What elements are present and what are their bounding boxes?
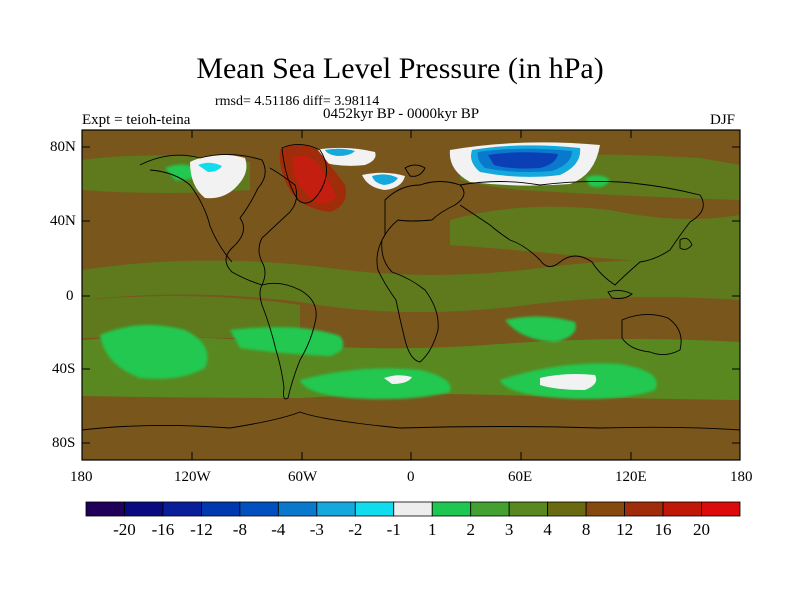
colorbar-tick-label: 12 — [616, 520, 634, 539]
colorbar-box — [662, 501, 702, 517]
season-label: DJF — [710, 112, 736, 128]
colorbar-tick-label: -8 — [232, 520, 247, 539]
colorbar-box — [85, 501, 125, 517]
colorbar-box — [277, 501, 318, 517]
colorbar-tick-label: 2 — [466, 520, 475, 539]
lat-ticks — [82, 146, 740, 444]
time-period: 0452kyr BP - 0000kyr BP — [323, 106, 480, 122]
lat-label-40s: 40S — [52, 361, 76, 377]
colorbar-box — [316, 501, 356, 517]
colorbar-box — [124, 501, 164, 517]
lon-label-180e: 180 — [730, 469, 753, 485]
experiment-label: Expt = teioh-teina — [82, 112, 191, 128]
lat-label-80n: 80N — [50, 139, 76, 155]
colorbar-tick-label: -3 — [309, 520, 324, 539]
colorbar-box — [508, 501, 549, 517]
lon-label-0: 0 — [407, 469, 415, 485]
colorbar-tick-label: 1 — [427, 520, 437, 539]
lon-label-180w: 180 — [70, 469, 93, 485]
lon-label-60e: 60E — [508, 469, 533, 485]
colorbar-tick-label: 20 — [693, 520, 711, 539]
colorbar-box — [162, 501, 202, 517]
colorbar — [85, 501, 741, 517]
lon-label-120e: 120E — [615, 469, 647, 485]
asia-belt — [450, 206, 740, 270]
lat-label-0: 0 — [66, 288, 74, 304]
lon-label-60w: 60W — [288, 469, 318, 485]
map-title: Mean Sea Level Pressure (in hPa) — [196, 52, 604, 85]
colorbar-box — [239, 501, 279, 517]
colorbar-tick-label: 3 — [504, 520, 514, 539]
colorbar-tick-label: -12 — [190, 520, 213, 539]
tropical-belt — [82, 259, 740, 313]
lon-label-120w: 120W — [174, 469, 211, 485]
colorbar-box — [701, 501, 741, 517]
lat-label-40n: 40N — [50, 213, 76, 229]
colorbar-box — [547, 501, 587, 517]
colorbar-tick-label: -4 — [271, 520, 286, 539]
colorbar-box — [201, 501, 241, 517]
pressure-field — [82, 130, 740, 460]
colorbar-tick-label: -1 — [386, 520, 401, 539]
colorbar-tick-label: -20 — [113, 520, 136, 539]
colorbar-box — [470, 501, 510, 517]
colorbar-box — [585, 501, 625, 517]
colorbar-box — [393, 501, 433, 517]
colorbar-box — [431, 501, 472, 517]
lon-ticks — [191, 130, 632, 460]
low-pressure-centres — [198, 145, 581, 185]
lat-label-80s: 80S — [52, 435, 76, 451]
colorbar-box — [624, 501, 664, 517]
colorbar-tick-label: 16 — [654, 520, 672, 539]
colorbar-tick-label: -2 — [348, 520, 363, 539]
colorbar-box — [354, 501, 395, 517]
colorbar-tick-label: 4 — [543, 520, 552, 539]
coastlines — [82, 144, 740, 431]
colorbar-tick-label: -16 — [151, 520, 175, 539]
rmsd-diff-stats: rmsd= 4.51186 diff= 3.98114 — [215, 94, 380, 109]
colorbar-tick-label: 8 — [581, 520, 591, 539]
